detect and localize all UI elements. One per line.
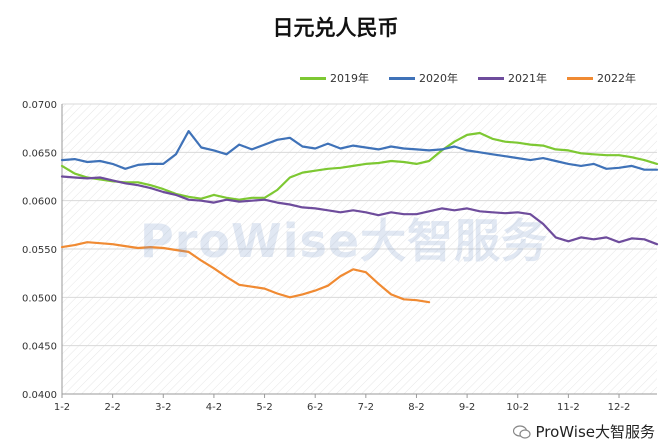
- y-tick-label: 0.0500: [22, 293, 57, 304]
- x-tick-label: 11-2: [557, 402, 580, 413]
- y-tick-label: 0.0450: [22, 342, 57, 353]
- legend-item-2021: 2021年: [478, 70, 547, 86]
- legend-swatch-2022: [567, 76, 593, 80]
- legend-label-2020: 2020年: [419, 72, 458, 85]
- x-tick-label: 10-2: [506, 402, 529, 413]
- chart-title: 日元兑人民币: [272, 15, 399, 40]
- legend-label-2021: 2021年: [508, 72, 547, 85]
- chart-legend: 2019年 2020年 2021年 2022年: [300, 70, 636, 86]
- footer-brand-text: ProWise大智服务: [535, 423, 655, 441]
- legend-item-2019: 2019年: [300, 70, 369, 86]
- x-tick-label: 1-2: [54, 402, 70, 413]
- y-tick-label: 0.0400: [22, 390, 57, 401]
- series-lines: [60, 130, 659, 304]
- x-tick-label: 7-2: [358, 402, 374, 413]
- legend-swatch-2021: [478, 76, 504, 80]
- legend-item-2020: 2020年: [389, 70, 458, 86]
- x-tick-label: 9-2: [459, 402, 475, 413]
- legend-item-2022: 2022年: [567, 70, 636, 86]
- series-line-2019年: [60, 131, 659, 201]
- footer-brand: ProWise大智服务: [511, 421, 657, 442]
- y-tick-label: 0.0650: [22, 148, 57, 159]
- x-tick-label: 2-2: [104, 402, 120, 413]
- axes: 0.0700 0.0650 0.0600 0.0550 0.0500 0.0450 0.04…: [22, 100, 657, 413]
- x-tick-label: 12-2: [608, 402, 631, 413]
- legend-label-2022: 2022年: [597, 72, 636, 85]
- series-line-2020年: [60, 130, 659, 171]
- series-line-2022年: [60, 241, 431, 304]
- x-tick-label: 6-2: [307, 402, 323, 413]
- series-line-2021年: [60, 175, 659, 246]
- wechat-icon: [513, 424, 532, 439]
- legend-swatch-2020: [389, 76, 415, 80]
- legend-swatch-2019: [300, 76, 326, 80]
- y-tick-label: 0.0550: [22, 245, 57, 256]
- x-tick-label: 8-2: [408, 402, 424, 413]
- x-tick-label: 3-2: [155, 402, 171, 413]
- y-tick-label: 0.0700: [22, 100, 57, 111]
- x-tick-label: 4-2: [206, 402, 222, 413]
- x-tick-label: 5-2: [256, 402, 272, 413]
- y-tick-label: 0.0600: [22, 197, 57, 208]
- legend-label-2019: 2019年: [330, 72, 369, 85]
- watermark-text: ProWise大智服务: [140, 214, 549, 268]
